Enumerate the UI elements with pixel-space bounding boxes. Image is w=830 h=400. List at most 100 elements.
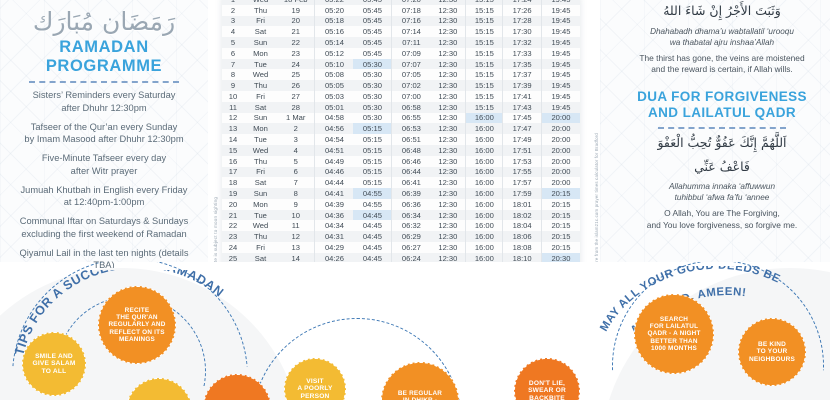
tip-bubble-smile[interactable]: SMILE AND GIVE SALAM TO ALL [22, 332, 86, 396]
cell-asr: 15:15 [465, 37, 503, 48]
cell-dhuhr: 12:30 [430, 209, 466, 221]
cell-isha: 19:45 [540, 0, 580, 5]
tip-bubble-recite[interactable]: RECITE THE QUR'AN REGULARLY AND REFLECT ON … [98, 286, 176, 364]
cell-day: Sat [244, 26, 277, 38]
tip-bubble-visit-poorly-person[interactable]: VISIT A POORLY PERSON [284, 358, 346, 400]
cell-no: 21 [222, 209, 245, 221]
cell-asr: 16:00 [465, 220, 503, 232]
table-row: 20 Mon 9 04:39 04:55 06:36 12:30 16:00 18:01 20:1… [222, 198, 580, 210]
cell-maghrib: 17:30 [502, 26, 542, 38]
table-row: 24 Fri 13 04:29 04:45 06:27 12:30 16:00 18:08 20:… [222, 241, 580, 253]
cell-asr: 15:15 [465, 15, 503, 27]
dashed-divider [29, 81, 179, 84]
cell-day: Fri [244, 241, 277, 253]
cell-no: 4 [222, 26, 245, 38]
cell-jamaah: 05:45 [353, 47, 392, 59]
cell-isha: 19:45 [540, 4, 580, 16]
table-row: 15 Wed 4 04:51 05:15 06:48 12:30 16:00 17:51 20:0… [222, 144, 580, 156]
cell-date: 22 [276, 37, 315, 48]
cell-sunrise: 06:51 [391, 134, 431, 145]
cell-asr: 16:00 [465, 112, 503, 124]
cell-isha: 20:00 [540, 177, 580, 189]
table-row: 11 Sat 28 05:01 05:30 06:58 12:30 15:15 17:43 19:… [222, 101, 580, 113]
iftar-dua-transliteration: Dhahabadh dhama’u wabtallatil ‘urooqu wa … [650, 26, 794, 47]
cell-fajr: 04:46 [314, 166, 354, 178]
cell-dhuhr: 12:30 [430, 188, 466, 199]
cell-jamaah: 04:45 [353, 231, 392, 242]
cell-fajr: 04:56 [314, 123, 354, 135]
forgiveness-dua-transliteration: Allahumma innaka ‘affuwwun tuhibbul ‘afwa… [668, 182, 776, 203]
cell-asr: 15:15 [465, 91, 503, 102]
cell-fajr: 05:12 [314, 47, 354, 59]
cell-isha: 19:45 [540, 26, 580, 38]
tip-bubble-lailatul-qadr[interactable]: SEARCH FOR LAILATUL QADR - A NIGHT BETTER T… [634, 294, 714, 374]
cell-fajr: 04:31 [314, 231, 354, 242]
cell-date: 6 [276, 166, 315, 178]
table-row: 14 Tue 3 04:54 05:15 06:51 12:30 16:00 17:49 20:0… [222, 134, 580, 145]
cell-sunrise: 06:39 [391, 188, 431, 199]
cell-no: 8 [222, 69, 245, 81]
cell-day: Tue [244, 58, 277, 70]
cell-fajr: 04:44 [314, 177, 354, 189]
cell-maghrib: 17:37 [502, 69, 542, 81]
cell-sunrise: 06:46 [391, 155, 431, 167]
cell-isha: 20:00 [540, 166, 580, 178]
cell-asr: 15:15 [465, 4, 503, 16]
table-row: 5 Sun 22 05:14 05:45 07:11 12:30 15:15 17:32 19:4… [222, 37, 580, 48]
table-row: 9 Thu 26 05:05 05:30 07:02 12:30 15:15 17:39 19:4… [222, 80, 580, 92]
cell-maghrib: 17:55 [502, 166, 542, 178]
cell-isha: 20:00 [540, 112, 580, 124]
cell-dhuhr: 12:30 [430, 101, 466, 113]
cell-jamaah: 05:15 [353, 134, 392, 145]
cell-day: Sun [244, 37, 277, 48]
cell-isha: 19:45 [540, 80, 580, 92]
cell-asr: 16:00 [465, 209, 503, 221]
cell-sunrise: 07:18 [391, 4, 431, 16]
cell-day: Fri [244, 15, 277, 27]
cell-isha: 19:45 [540, 47, 580, 59]
cell-no: 6 [222, 47, 245, 59]
cell-maghrib: 17:24 [502, 0, 542, 5]
cell-sunrise: 07:05 [391, 69, 431, 81]
cell-date: 18 Feb [276, 0, 315, 5]
cell-maghrib: 18:10 [502, 252, 542, 264]
cell-fajr: 04:34 [314, 220, 354, 232]
cell-dhuhr: 12:30 [430, 69, 466, 81]
cell-date: 13 [276, 241, 315, 253]
cell-asr: 15:15 [465, 69, 503, 81]
cell-jamaah: 05:30 [353, 91, 392, 102]
cell-jamaah: 05:15 [353, 144, 392, 156]
cell-date: 12 [276, 231, 315, 242]
forgiveness-dua-arabic-line2: فَاعْفُ عَنِّي [694, 158, 750, 174]
table-row: 8 Wed 25 05:08 05:30 07:05 12:30 15:15 17:37 19:4… [222, 69, 580, 81]
table-row: 23 Thu 12 04:31 04:45 06:29 12:30 16:00 18:06 20:… [222, 231, 580, 242]
cell-isha: 20:00 [540, 134, 580, 145]
cell-jamaah: 04:45 [353, 241, 392, 253]
table-row: 6 Mon 23 05:12 05:45 07:09 12:30 15:15 17:33 19:4… [222, 47, 580, 59]
cell-day: Thu [244, 80, 277, 92]
cell-maghrib: 18:01 [502, 198, 542, 210]
cell-isha: 20:00 [540, 144, 580, 156]
cell-asr: 16:00 [465, 241, 503, 253]
cell-fajr: 05:08 [314, 69, 354, 81]
tip-bubble-dont-lie[interactable]: DON'T LIE, SWEAR OR BACKBITE [514, 358, 580, 400]
cell-no: 3 [222, 15, 245, 27]
cell-date: 19 [276, 4, 315, 16]
cell-no: 15 [222, 144, 245, 156]
cell-no: 5 [222, 37, 245, 48]
cell-isha: 19:45 [540, 58, 580, 70]
cell-no: 9 [222, 80, 245, 92]
forgiveness-dua-meaning: O Allah, You are The Forgiving, and You l… [646, 208, 798, 230]
timetable-body: 1Wed18 Feb05:2205:4507:2012:3015:1517:24… [222, 0, 580, 270]
cell-isha: 20:15 [540, 198, 580, 210]
cell-dhuhr: 12:30 [430, 26, 466, 38]
cell-maghrib: 17:39 [502, 80, 542, 92]
tip-bubble-be-kind[interactable]: BE KIND TO YOUR NEIGHBOURS [738, 318, 806, 386]
cell-asr: 15:15 [465, 26, 503, 38]
cell-asr: 16:00 [465, 144, 503, 156]
cell-isha: 19:45 [540, 91, 580, 102]
cell-no: 7 [222, 58, 245, 70]
table-row: 12 Sun 1 Mar 04:58 05:30 06:55 12:30 16:00 17:45… [222, 112, 580, 124]
cell-maghrib: 17:57 [502, 177, 542, 189]
